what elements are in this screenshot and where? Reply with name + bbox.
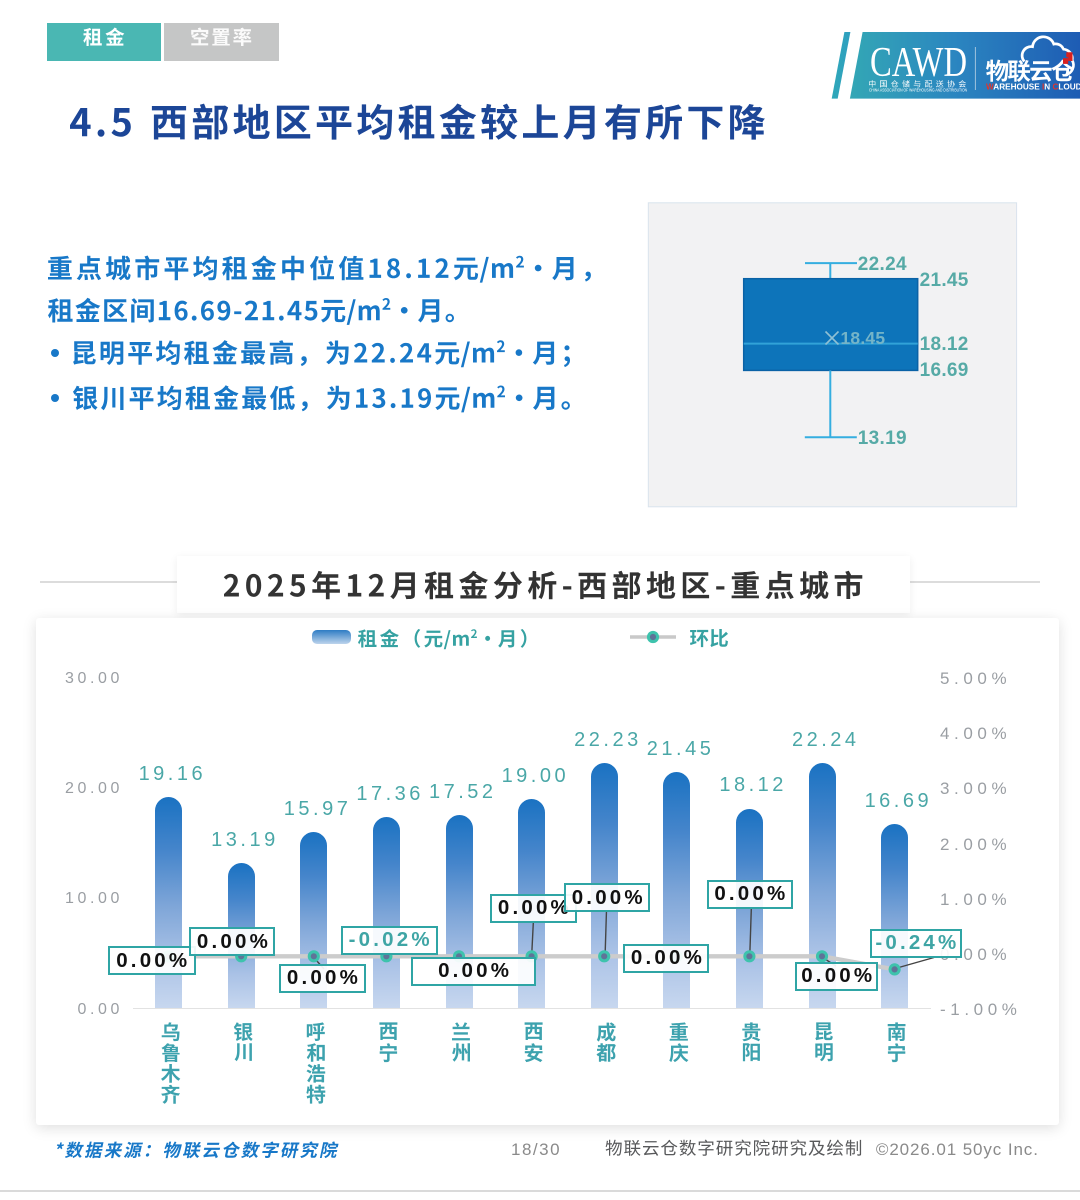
svg-text:CAWD: CAWD <box>870 40 967 86</box>
svg-text:CHINA ASSOCIATION OF WAREHOUSI: CHINA ASSOCIATION OF WAREHOUSING AND DIS… <box>869 88 967 93</box>
svg-text:WAREHOUSE IN CLOUD: WAREHOUSE IN CLOUD <box>986 83 1080 92</box>
